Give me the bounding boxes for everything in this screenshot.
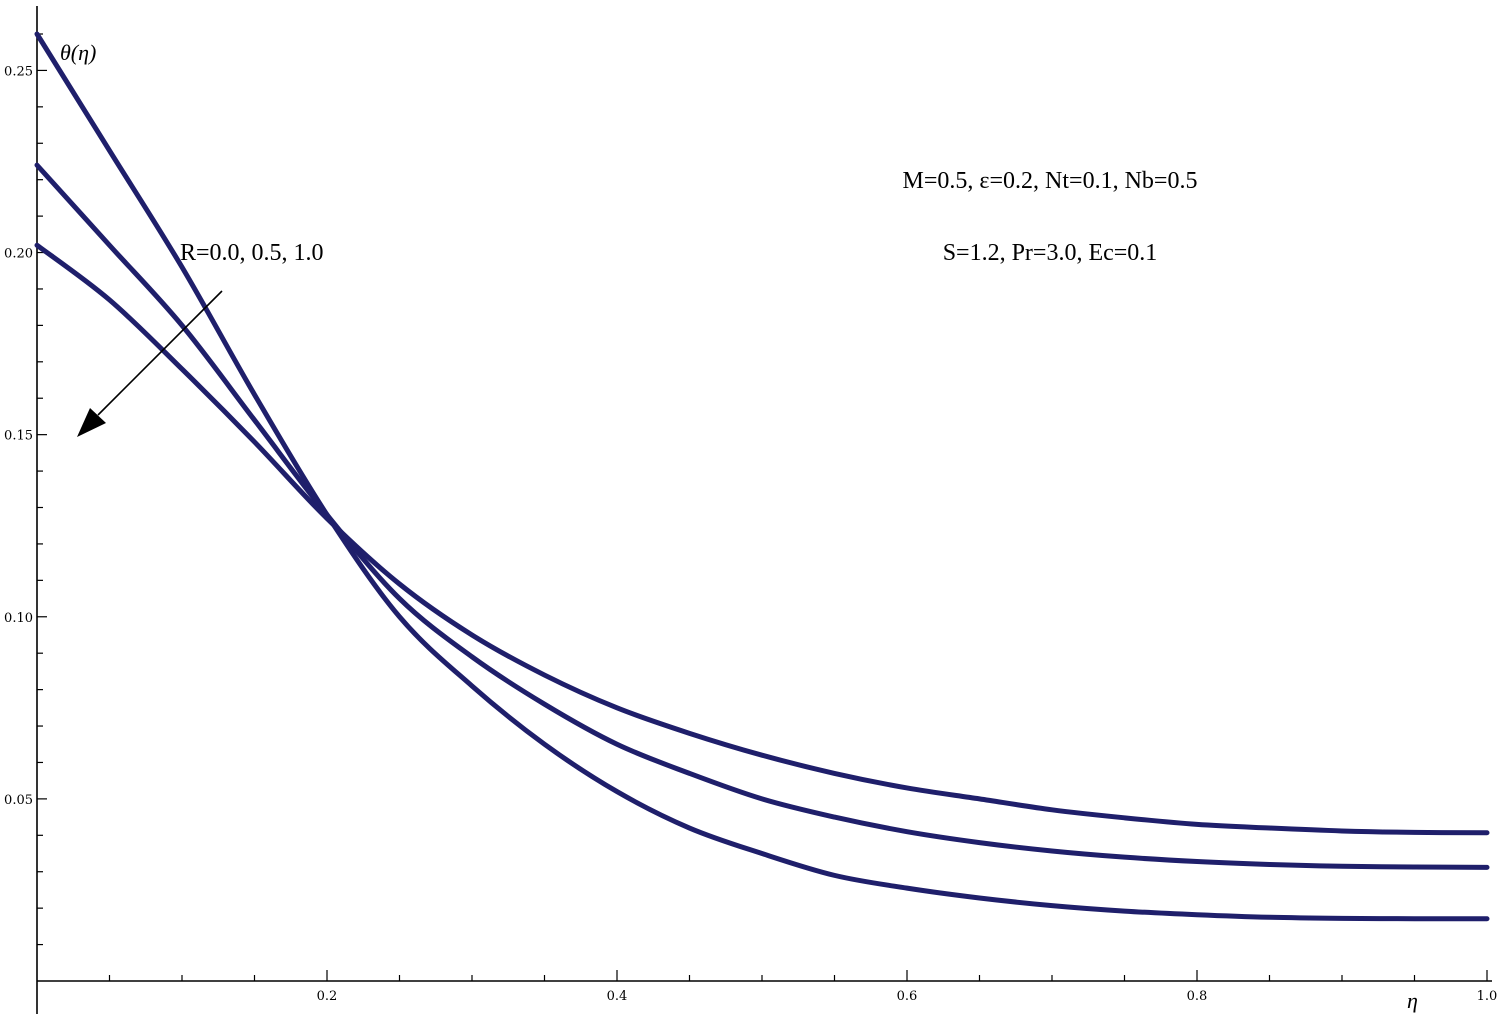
x-axis-label: η bbox=[1407, 988, 1418, 1013]
params-line-2: S=1.2, Pr=3.0, Ec=0.1 bbox=[943, 240, 1158, 266]
direction-arrow bbox=[77, 290, 223, 437]
series-lines bbox=[34, 31, 1490, 922]
x-tick-label: 1.0 bbox=[1477, 989, 1498, 1004]
x-tick-label: 0.2 bbox=[317, 989, 338, 1004]
series-line-1 bbox=[34, 31, 1490, 922]
x-tick-label: 0.6 bbox=[897, 989, 918, 1004]
series-line-3 bbox=[34, 242, 1490, 836]
param-label: R=0.0, 0.5, 1.0 bbox=[180, 240, 324, 266]
axes bbox=[36, 6, 1492, 1014]
y-axis-label: θ(η) bbox=[60, 40, 96, 65]
y-tick-label: 0.15 bbox=[4, 429, 33, 444]
y-tick-label: 0.20 bbox=[4, 247, 33, 262]
x-tick-label: 0.4 bbox=[607, 989, 628, 1004]
y-tick-label: 0.10 bbox=[4, 611, 33, 626]
series-line-2 bbox=[34, 162, 1490, 870]
y-tick-label: 0.25 bbox=[4, 64, 33, 79]
y-tick-label: 0.05 bbox=[4, 793, 33, 808]
params-line-1: M=0.5, ε=0.2, Nt=0.1, Nb=0.5 bbox=[903, 168, 1198, 194]
x-tick-label: 0.8 bbox=[1187, 989, 1208, 1004]
tick-labels: 0.2 0.4 0.6 0.8 1.0 0.05 0.10 0.15 0.20 0.25 bbox=[4, 64, 1497, 1004]
ticks bbox=[37, 33, 1488, 981]
